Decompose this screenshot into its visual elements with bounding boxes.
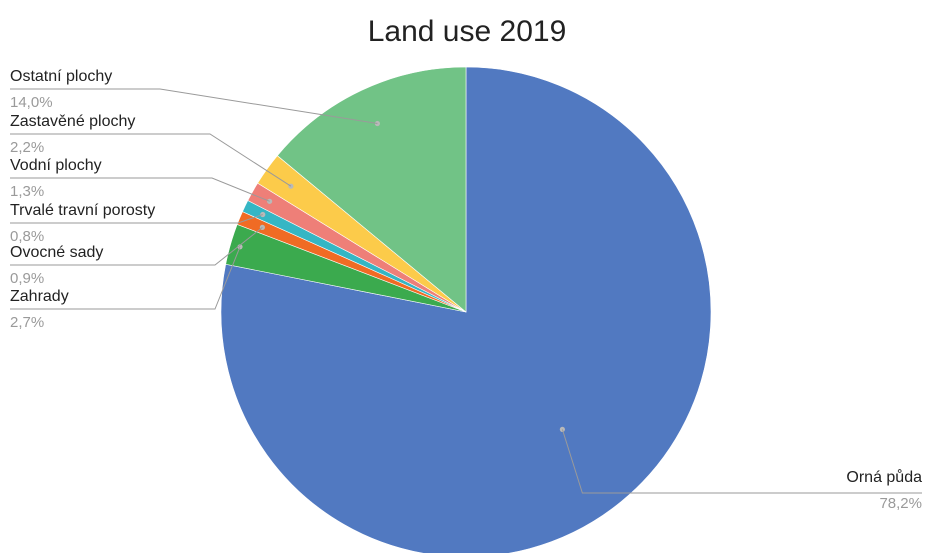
leader-line-zahrady [10, 246, 241, 310]
slice-label-orna-puda: Orná půda [846, 468, 922, 486]
leader-lines [10, 88, 922, 494]
chart-title: Land use 2019 [368, 15, 567, 48]
slice-label-trvale-travni-porosty: Trvalé travní porosty [10, 202, 155, 219]
leader-line-vodni-plochy [10, 177, 270, 202]
slice-labels: Orná půda 78,2% Zahrady 2,7% Ovocné sady 0,9%… [10, 68, 922, 512]
slice-value-orna-puda: 78,2% [879, 495, 922, 512]
slice-value-ostatni-plochy: 14,0% [10, 94, 53, 111]
pie-slice-ostatni-plochy [276, 66, 467, 313]
leader-line-orna-puda [561, 429, 922, 494]
slice-label-ovocne-sady: Ovocné sady [10, 244, 103, 261]
leader-line-trvale-travni-porosty [10, 214, 263, 224]
slice-value-vodni-plochy: 1,3% [10, 183, 44, 200]
slice-value-zastavene-plochy: 2,2% [10, 139, 44, 156]
slice-value-ovocne-sady: 0,9% [10, 270, 44, 287]
pie-slices [220, 66, 712, 553]
slice-value-zahrady: 2,7% [10, 314, 44, 331]
leader-dot-trvale-travni-porosty [260, 211, 266, 218]
slice-label-ostatni-plochy: Ostatní plochy [10, 68, 112, 85]
slice-label-zahrady: Zahrady [10, 288, 69, 305]
slice-label-zastavene-plochy: Zastavěné plochy [10, 113, 135, 130]
leader-line-zastavene-plochy [10, 133, 292, 187]
slice-value-trvale-travni-porosty: 0,8% [10, 228, 44, 245]
leader-line-ostatni-plochy [10, 88, 378, 125]
slice-label-vodni-plochy: Vodní plochy [10, 157, 102, 174]
leader-line-ovocne-sady [10, 226, 263, 266]
